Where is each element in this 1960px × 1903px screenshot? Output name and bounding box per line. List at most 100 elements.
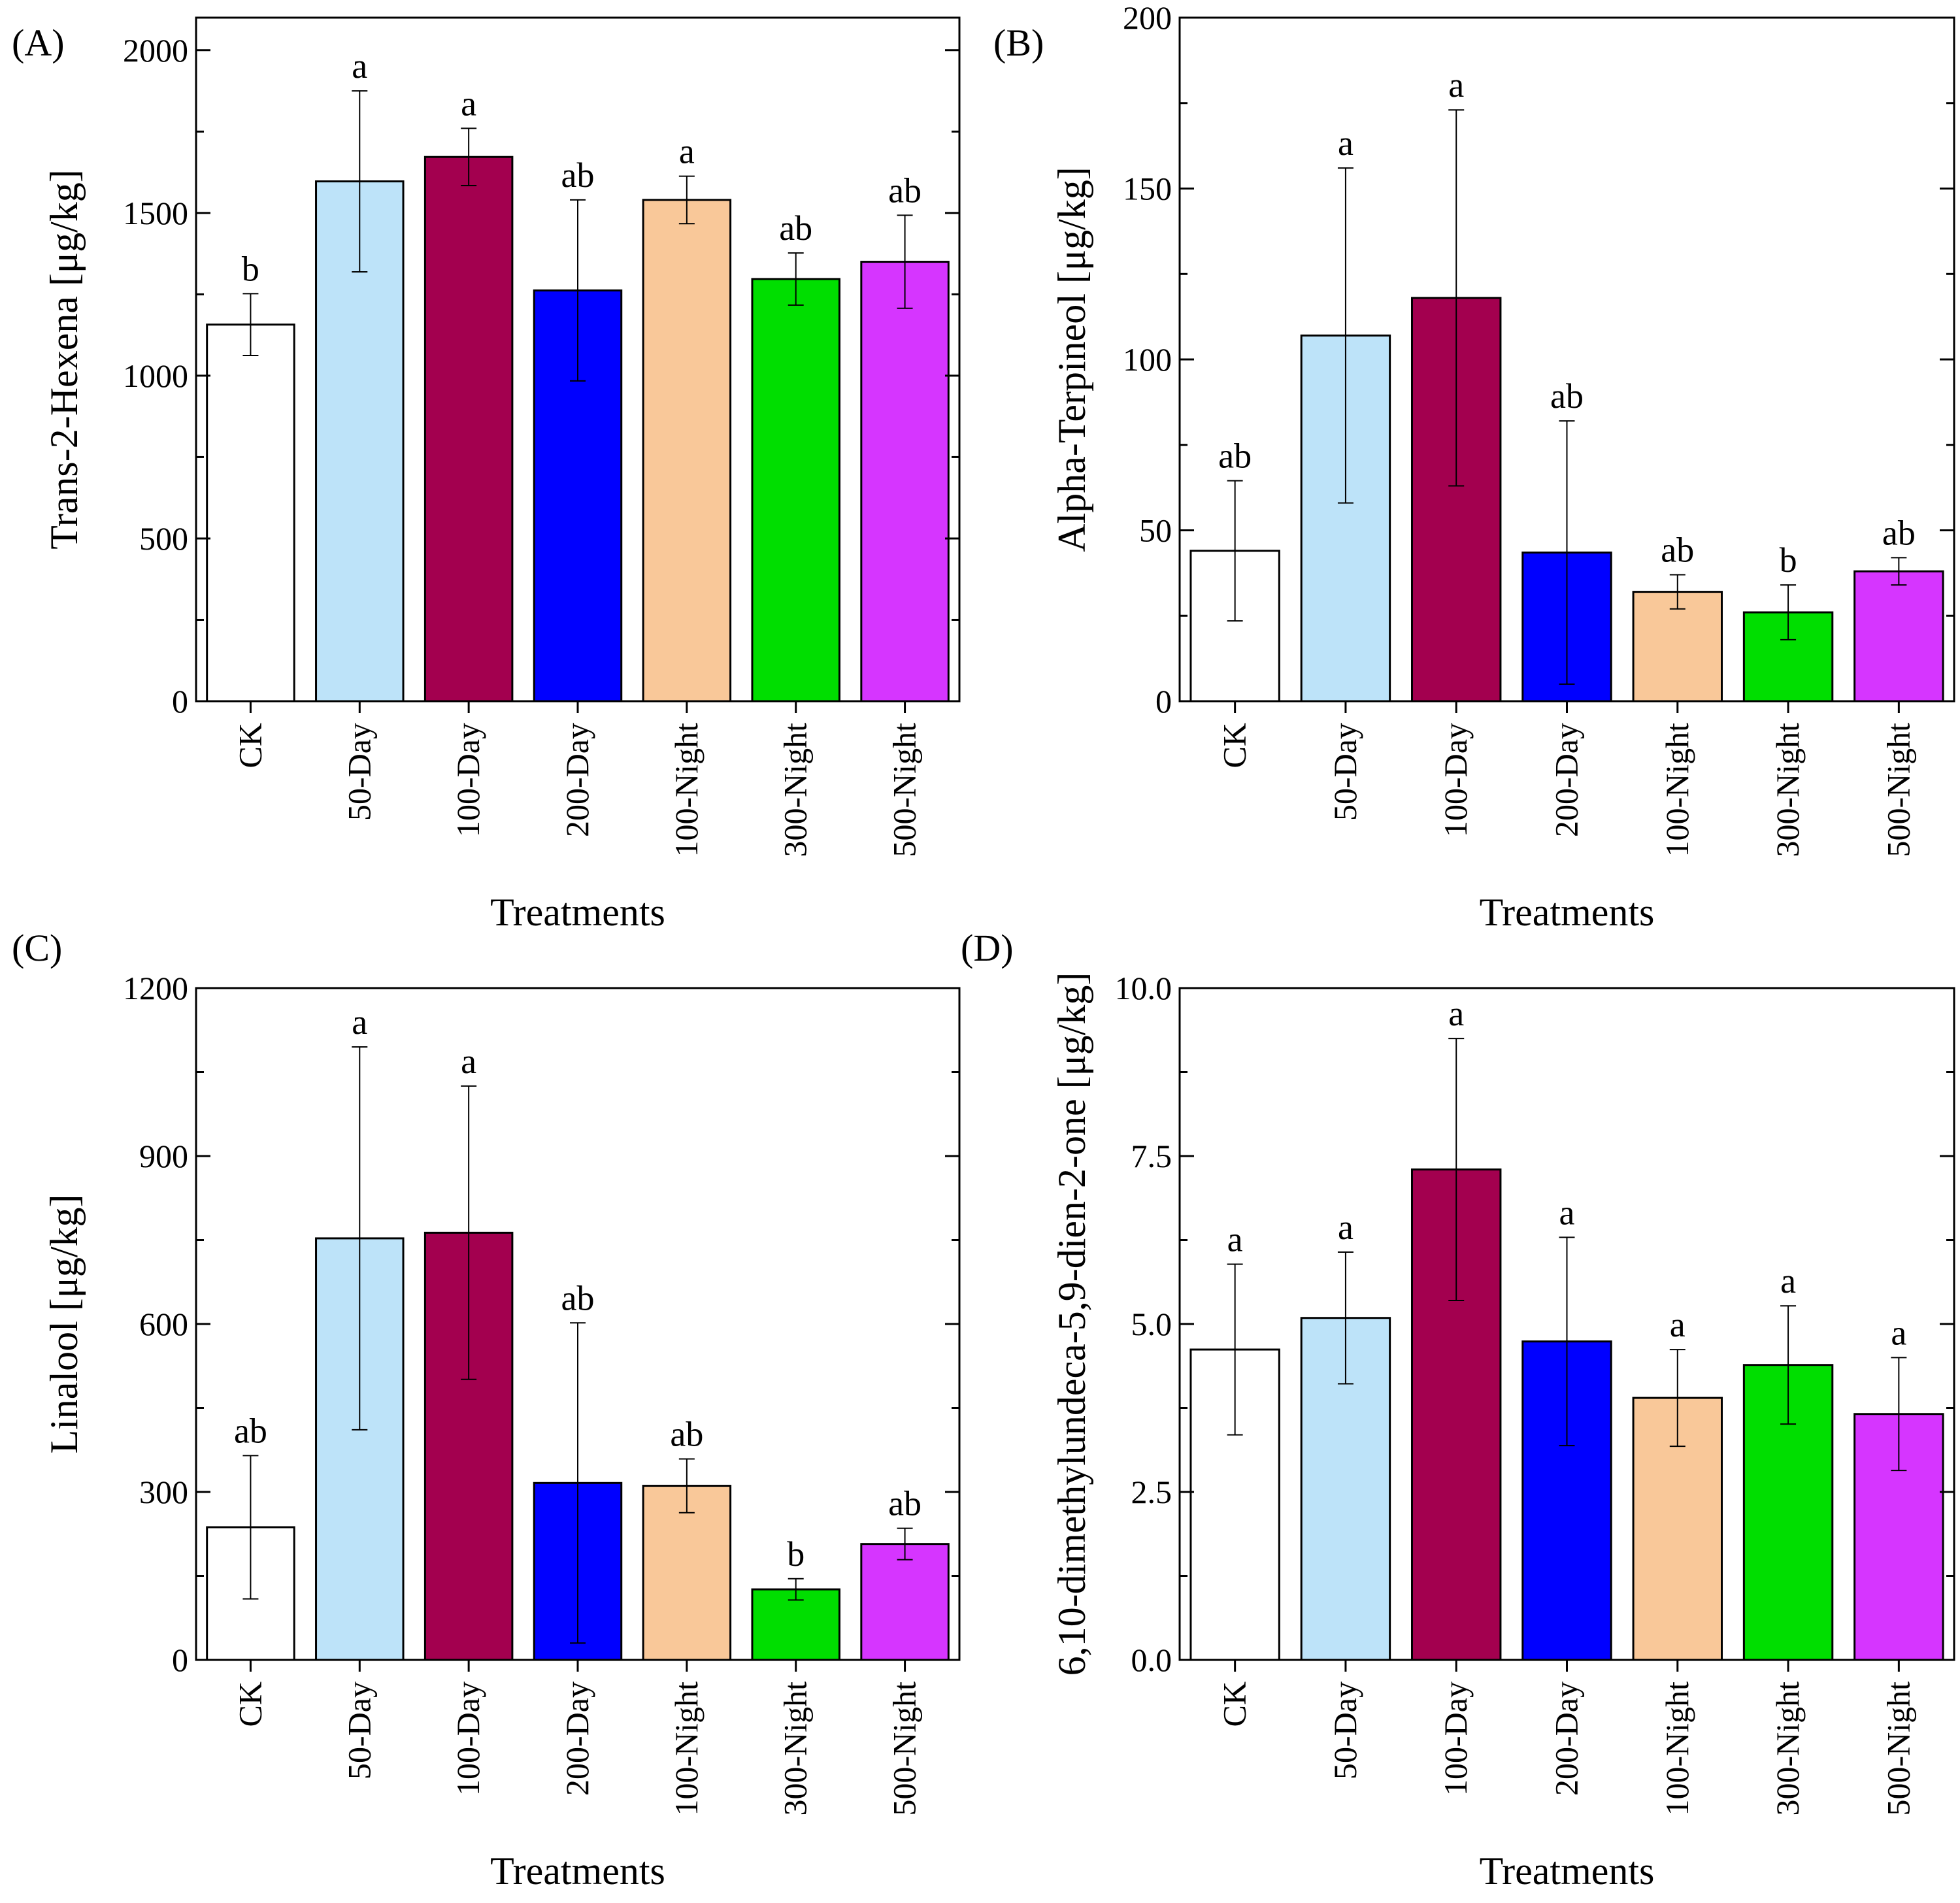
x-tick-label: 300-Night bbox=[777, 723, 814, 857]
significance-letter-group: b a a ab a ab ab bbox=[242, 46, 922, 288]
errorbar-group bbox=[1227, 1038, 1907, 1472]
x-tick-label: CK bbox=[1216, 723, 1253, 768]
significance-letter: a bbox=[1338, 1208, 1354, 1247]
y-tick-label: 600 bbox=[139, 1306, 188, 1342]
significance-letter: ab bbox=[1550, 376, 1584, 416]
x-tick-label: 200-Day bbox=[1548, 1681, 1585, 1796]
y-tick-label: 2.5 bbox=[1131, 1474, 1172, 1510]
errorbar-group bbox=[1227, 109, 1907, 685]
y-axis-label: 6,10-dimethylundeca-5,9-dien-2-one [μg/k… bbox=[1050, 972, 1093, 1676]
y-tick-label: 5.0 bbox=[1131, 1306, 1172, 1342]
significance-letter: ab bbox=[888, 171, 922, 210]
panel-label: (A) bbox=[12, 22, 65, 64]
x-tick-label: 500-Night bbox=[1880, 1681, 1916, 1816]
y-tick-label: 0 bbox=[1155, 683, 1172, 720]
significance-letter: a bbox=[1891, 1313, 1906, 1352]
significance-letter: ab bbox=[561, 156, 595, 195]
significance-letter: a bbox=[679, 132, 695, 171]
y-tick-label: 2000 bbox=[123, 32, 188, 69]
y-tick-label: 0 bbox=[172, 683, 188, 720]
x-tick-group: CK 50-Day 100-Day 200-Day 100-Night 300-Night… bbox=[1216, 1660, 1916, 1816]
bar-100-Night bbox=[642, 199, 732, 703]
significance-letter: a bbox=[1338, 124, 1354, 163]
bar-100-Day bbox=[424, 156, 514, 703]
y-axis-label: Alpha-Terpineol [μg/kg] bbox=[1050, 167, 1093, 552]
x-axis-label: Treatments bbox=[1480, 891, 1655, 934]
bar-100-Night bbox=[642, 1485, 732, 1661]
significance-letter: a bbox=[1227, 1220, 1243, 1259]
plot-frame bbox=[195, 16, 961, 703]
significance-letter: a bbox=[352, 1002, 367, 1042]
x-tick-label: 500-Night bbox=[886, 1681, 923, 1816]
x-tick-label: 50-Day bbox=[341, 723, 377, 821]
significance-letter: a bbox=[461, 1042, 476, 1081]
panel-label: (D) bbox=[961, 927, 1014, 969]
x-tick-label: 100-Night bbox=[668, 723, 705, 857]
significance-letter: ab bbox=[234, 1411, 267, 1450]
y-tick-label: 1000 bbox=[123, 357, 188, 394]
significance-letter: ab bbox=[1218, 437, 1252, 476]
x-tick-label: 200-Day bbox=[559, 723, 595, 837]
x-tick-label: 100-Day bbox=[450, 723, 486, 837]
x-tick-label: 100-Day bbox=[1437, 1681, 1474, 1796]
significance-letter: a bbox=[461, 84, 476, 123]
y-tick-group: 0 500 1000 1500 2000 bbox=[123, 32, 959, 720]
x-tick-label: 50-Day bbox=[341, 1681, 377, 1779]
panel-d: a a a a a a a 0.0 2.5 5.0 7.5 10.0 CK 50-Day 100-Day… bbox=[961, 927, 1955, 1893]
y-tick-label: 150 bbox=[1123, 171, 1172, 207]
x-tick-group: CK 50-Day 100-Day 200-Day 100-Night 300-Night… bbox=[1216, 701, 1916, 857]
y-axis-label: Trans-2-Hexena [μg/kg] bbox=[42, 169, 86, 549]
x-tick-label: 50-Day bbox=[1327, 1681, 1363, 1779]
panel-label: (C) bbox=[12, 927, 62, 969]
y-tick-label: 0.0 bbox=[1131, 1642, 1172, 1678]
significance-letter: b bbox=[1780, 540, 1797, 580]
x-tick-label: CK bbox=[231, 1681, 268, 1727]
y-tick-label: 100 bbox=[1123, 341, 1172, 378]
significance-letter: b bbox=[787, 1534, 805, 1574]
y-tick-label: 10.0 bbox=[1115, 970, 1172, 1006]
significance-letter: ab bbox=[888, 1484, 922, 1523]
y-tick-label: 7.5 bbox=[1131, 1138, 1172, 1174]
significance-letter: b bbox=[242, 249, 259, 288]
significance-letter: a bbox=[1448, 65, 1464, 105]
y-axis-label: Linalool [μg/kg] bbox=[42, 1194, 86, 1453]
x-axis-label: Treatments bbox=[490, 1849, 665, 1893]
plot-frame bbox=[1178, 987, 1955, 1661]
plot-frame bbox=[195, 987, 961, 1661]
bar-300-Night bbox=[751, 278, 840, 703]
significance-letter-group: ab a a ab ab b ab bbox=[1218, 65, 1916, 580]
x-tick-label: 50-Day bbox=[1327, 723, 1363, 821]
errorbar-group bbox=[242, 90, 913, 382]
significance-letter: a bbox=[352, 46, 367, 86]
x-tick-label: 300-Night bbox=[1769, 1681, 1806, 1816]
x-tick-label: 200-Day bbox=[1548, 723, 1585, 837]
bar-group bbox=[206, 156, 950, 703]
panel-c: ab a a ab ab b ab 0 300 600 900 1200 CK 50-Day 100-D… bbox=[12, 927, 961, 1893]
x-axis-label: Treatments bbox=[1480, 1849, 1655, 1893]
y-tick-label: 1200 bbox=[123, 970, 188, 1006]
y-tick-label: 50 bbox=[1139, 512, 1172, 549]
x-tick-group: CK 50-Day 100-Day 200-Day 100-Night 300-Night… bbox=[231, 1660, 923, 1816]
y-tick-label: 500 bbox=[139, 520, 188, 557]
panel-a: b a a ab a ab ab 0 500 1000 1500 2000 CK 50-Day 100-… bbox=[12, 16, 961, 934]
x-tick-label: 500-Night bbox=[886, 723, 923, 857]
y-tick-label: 200 bbox=[1123, 0, 1172, 36]
x-tick-label: 100-Day bbox=[1437, 723, 1474, 837]
y-tick-group: 0 300 600 900 1200 bbox=[123, 970, 959, 1678]
y-tick-label: 900 bbox=[139, 1138, 188, 1174]
bar-500-Night bbox=[860, 1543, 950, 1661]
x-tick-label: 100-Night bbox=[1659, 723, 1695, 857]
significance-letter-group: ab a a ab ab b ab bbox=[234, 1002, 922, 1574]
bar-100-Night bbox=[1632, 591, 1723, 703]
plot-frame bbox=[1178, 16, 1955, 703]
x-tick-label: CK bbox=[1216, 1681, 1253, 1727]
significance-letter: ab bbox=[561, 1278, 595, 1317]
significance-letter: a bbox=[1670, 1305, 1686, 1344]
significance-letter: a bbox=[1559, 1193, 1575, 1232]
x-tick-label: CK bbox=[231, 723, 268, 768]
significance-letter: ab bbox=[670, 1414, 703, 1453]
x-tick-label: 100-Day bbox=[450, 1681, 486, 1796]
x-tick-label: 100-Night bbox=[668, 1681, 705, 1816]
x-tick-group: CK 50-Day 100-Day 200-Day 100-Night 300-Night… bbox=[231, 701, 923, 857]
